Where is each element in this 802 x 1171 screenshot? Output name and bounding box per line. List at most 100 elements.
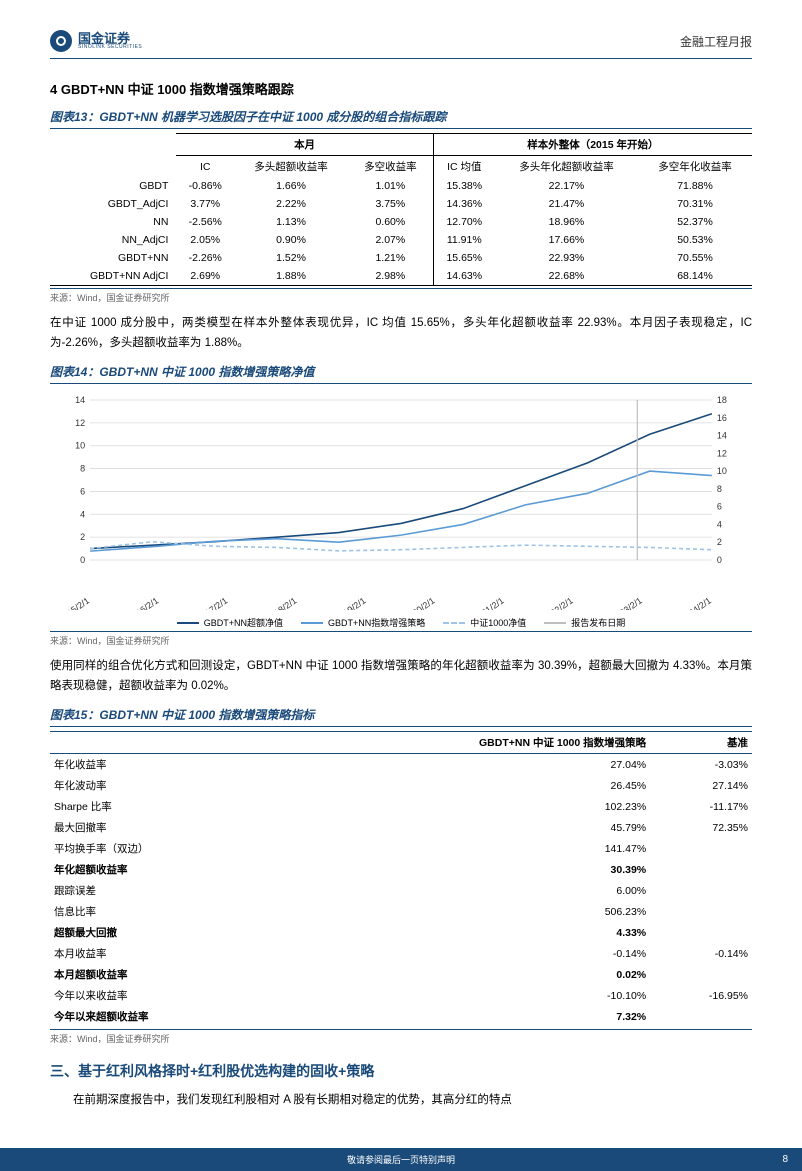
table-cell: 2.05% xyxy=(176,231,234,249)
page-header: 国金证券 SINOLINK SECURITIES 金融工程月报 xyxy=(50,30,752,59)
table-row-label: GBDT_AdjCI xyxy=(50,195,176,213)
table-row: 信息比率506.23% xyxy=(50,901,752,922)
table-cell: 3.77% xyxy=(176,195,234,213)
svg-text:2020/2/1: 2020/2/1 xyxy=(402,596,436,611)
table-cell: 52.37% xyxy=(638,213,752,231)
page-footer: 敬请参阅最后一页特别声明 8 xyxy=(0,1148,802,1171)
table-cell: -11.17% xyxy=(650,796,752,817)
table-row: 年化收益率27.04%-3.03% xyxy=(50,754,752,776)
svg-text:2021/2/1: 2021/2/1 xyxy=(471,596,505,611)
table-cell: 68.14% xyxy=(638,267,752,286)
legend-label: GBDT+NN超额净值 xyxy=(204,616,283,629)
table13-source: 来源：Wind，国金证券研究所 xyxy=(50,288,752,304)
table-cell: 1.52% xyxy=(234,249,348,267)
logo: 国金证券 SINOLINK SECURITIES xyxy=(50,30,142,52)
table-cell xyxy=(650,880,752,901)
svg-text:12: 12 xyxy=(717,448,727,458)
table-cell xyxy=(650,901,752,922)
table-cell: 2.69% xyxy=(176,267,234,286)
table-cell: -10.10% xyxy=(272,985,651,1006)
table-cell: -3.03% xyxy=(650,754,752,776)
table-cell: 3.75% xyxy=(348,195,433,213)
legend-label: 中证1000净值 xyxy=(470,616,526,629)
chart14-title: 图表14：GBDT+NN 中证 1000 指数增强策略净值 xyxy=(50,363,752,384)
table15-source: 来源：Wind，国金证券研究所 xyxy=(50,1029,752,1045)
table15-header: 基准 xyxy=(650,732,752,754)
legend-item: 中证1000净值 xyxy=(443,616,526,629)
table-cell: 1.66% xyxy=(234,177,348,195)
table-row: 跟踪误差6.00% xyxy=(50,880,752,901)
table-cell: -0.14% xyxy=(272,943,651,964)
page: 国金证券 SINOLINK SECURITIES 金融工程月报 4 GBDT+N… xyxy=(0,0,802,1171)
legend-item: 报告发布日期 xyxy=(544,616,625,629)
svg-text:8: 8 xyxy=(717,484,722,494)
table-cell: 1.13% xyxy=(234,213,348,231)
svg-text:2015/2/1: 2015/2/1 xyxy=(57,596,91,611)
table-cell: 本月超额收益率 xyxy=(50,964,272,985)
section-4-title: 4 GBDT+NN 中证 1000 指数增强策略跟踪 xyxy=(50,79,752,98)
table15-title: 图表15：GBDT+NN 中证 1000 指数增强策略指标 xyxy=(50,706,752,727)
table-cell: Sharpe 比率 xyxy=(50,796,272,817)
table-cell: 27.04% xyxy=(272,754,651,776)
table-cell: 11.91% xyxy=(433,231,495,249)
table-row-label: GBDT+NN AdjCI xyxy=(50,267,176,286)
table-cell: 信息比率 xyxy=(50,901,272,922)
svg-text:2017/2/1: 2017/2/1 xyxy=(195,596,229,611)
svg-text:16: 16 xyxy=(717,413,727,423)
table-cell: 1.88% xyxy=(234,267,348,286)
svg-text:12: 12 xyxy=(75,418,85,428)
table-cell: 71.88% xyxy=(638,177,752,195)
table13: 本月 样本外整体（2015 年开始） IC多头超额收益率多空收益率IC 均值多头… xyxy=(50,133,752,286)
svg-text:18: 18 xyxy=(717,395,727,405)
svg-text:6: 6 xyxy=(80,487,85,497)
table-cell: 跟踪误差 xyxy=(50,880,272,901)
table13-col-header: IC 均值 xyxy=(433,156,495,178)
table-row: 今年以来超额收益率7.32% xyxy=(50,1006,752,1027)
svg-text:2024/2/1: 2024/2/1 xyxy=(679,596,713,611)
svg-text:2019/2/1: 2019/2/1 xyxy=(333,596,367,611)
table-row: Sharpe 比率102.23%-11.17% xyxy=(50,796,752,817)
table15-header: GBDT+NN 中证 1000 指数增强策略 xyxy=(272,732,651,754)
table-row-label: GBDT xyxy=(50,177,176,195)
svg-text:8: 8 xyxy=(80,464,85,474)
table13-grp2: 样本外整体（2015 年开始） xyxy=(433,134,752,156)
svg-text:10: 10 xyxy=(75,441,85,451)
table-cell: -2.26% xyxy=(176,249,234,267)
table-cell: 年化波动率 xyxy=(50,775,272,796)
table-cell xyxy=(650,922,752,943)
table-cell xyxy=(650,1006,752,1027)
svg-text:4: 4 xyxy=(80,509,85,519)
svg-text:2: 2 xyxy=(717,537,722,547)
legend-item: GBDT+NN指数增强策略 xyxy=(301,616,425,629)
table-cell: 18.96% xyxy=(495,213,638,231)
table-cell: 22.68% xyxy=(495,267,638,286)
table15: GBDT+NN 中证 1000 指数增强策略基准 年化收益率27.04%-3.0… xyxy=(50,731,752,1027)
table-cell: 今年以来超额收益率 xyxy=(50,1006,272,1027)
table-cell: -0.86% xyxy=(176,177,234,195)
table-cell: 超额最大回撤 xyxy=(50,922,272,943)
svg-text:14: 14 xyxy=(75,395,85,405)
section-3-title: 三、基于红利风格择时+红利股优选构建的固收+策略 xyxy=(50,1061,752,1081)
logo-icon xyxy=(50,30,72,52)
paragraph-3: 在前期深度报告中，我们发现红利股相对 A 股有长期相对稳定的优势，其高分红的特点 xyxy=(50,1091,752,1111)
table-cell: 12.70% xyxy=(433,213,495,231)
table-cell: 141.47% xyxy=(272,838,651,859)
svg-text:2023/2/1: 2023/2/1 xyxy=(609,596,643,611)
table-cell: 7.32% xyxy=(272,1006,651,1027)
table-row: 今年以来收益率-10.10%-16.95% xyxy=(50,985,752,1006)
table-cell: 14.36% xyxy=(433,195,495,213)
svg-text:14: 14 xyxy=(717,431,727,441)
table13-grp1: 本月 xyxy=(176,134,433,156)
table-cell: 0.60% xyxy=(348,213,433,231)
table-cell xyxy=(650,964,752,985)
svg-text:6: 6 xyxy=(717,502,722,512)
table-cell: 2.98% xyxy=(348,267,433,286)
svg-text:2022/2/1: 2022/2/1 xyxy=(540,596,574,611)
svg-text:0: 0 xyxy=(717,555,722,565)
table-cell: 22.17% xyxy=(495,177,638,195)
table-row-label: GBDT+NN xyxy=(50,249,176,267)
table-cell: 22.93% xyxy=(495,249,638,267)
table-cell: 30.39% xyxy=(272,859,651,880)
svg-text:4: 4 xyxy=(717,520,722,530)
table-cell xyxy=(650,838,752,859)
